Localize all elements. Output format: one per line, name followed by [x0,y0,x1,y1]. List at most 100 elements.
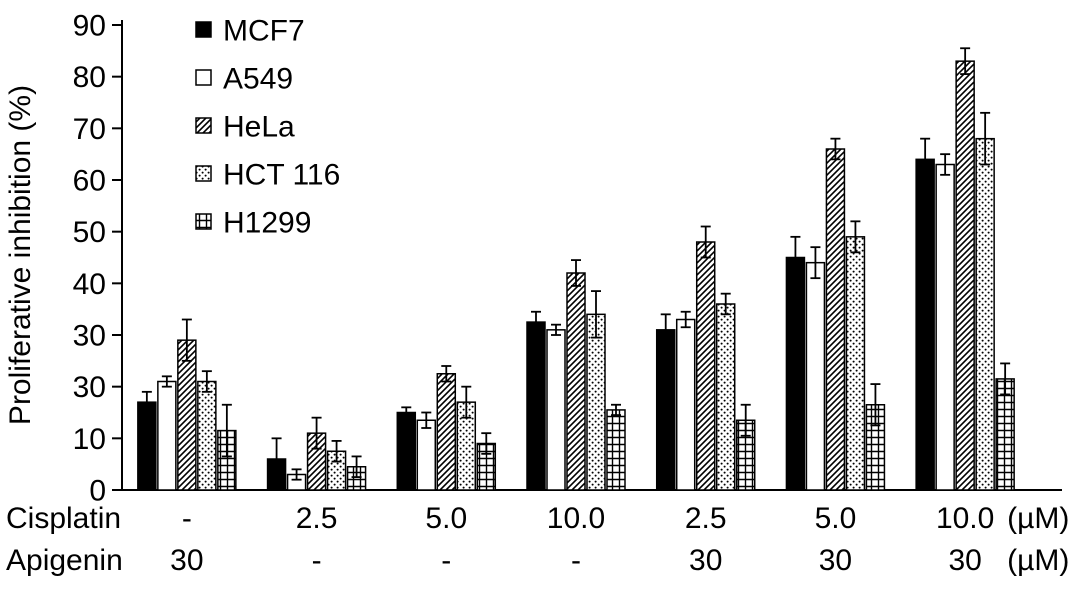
bar [995,378,1015,491]
y-tick-label: 30 [73,371,106,404]
bar [157,380,177,491]
bar [137,401,157,491]
bar [546,329,566,491]
bar [955,60,975,491]
error-bar [790,235,801,280]
y-tick-label: 90 [73,10,106,43]
bar [655,329,676,491]
x-row-value: 5.0 [425,502,467,535]
bars-series-a549 [157,153,955,491]
y-tick-label: 40 [73,268,106,301]
error-bar [611,403,621,416]
bar [526,321,546,491]
bar [715,303,736,491]
error-bar [401,406,412,419]
y-axis-title: Proliferative inhibition (%) [4,85,37,425]
bar [675,318,696,491]
y-tick-label: 80 [73,61,106,94]
bar [436,373,457,491]
error-bar [421,411,432,429]
legend-label: H1299 [223,206,311,239]
error-bar [850,220,861,254]
bar [416,419,437,491]
bar [606,409,626,491]
error-bar [920,137,931,181]
legend-label: HCT 116 [223,158,340,191]
error-bar [960,47,971,75]
bar [805,261,826,491]
y-tick-label: 0 [89,475,106,508]
x-row-value: 10.0 [936,502,994,535]
y-tick-label: 30 [73,320,106,353]
x-row-value: 10.0 [547,502,605,535]
error-bar [810,246,821,280]
bar [825,148,846,491]
legend-label: MCF7 [223,14,305,47]
bar [566,272,586,491]
error-bar [830,137,841,161]
error-bar [331,440,342,463]
legend-swatch [195,213,212,230]
error-bar [311,416,322,450]
error-bar [291,468,302,481]
x-row-value: 30 [170,544,203,577]
bar [197,380,217,491]
y-tick-label: 50 [73,216,106,249]
x-row-label: Cisplatin [6,502,121,535]
svg-text:Proliferative inhibition (%): Proliferative inhibition (%) [4,85,37,425]
x-row-value: - [571,544,581,577]
error-bar [740,403,751,437]
error-bar [271,437,282,481]
legend-swatch [195,165,212,182]
error-bar [700,225,711,259]
error-bar [141,390,152,414]
bar [785,256,806,491]
error-bar [940,153,951,176]
bars-series-hela [177,47,975,491]
legend-swatch [195,69,212,86]
bar [935,163,955,491]
bar [975,137,995,491]
error-bar [980,111,991,166]
error-bar [441,365,452,383]
legend-swatch [195,117,212,134]
legend-swatch [195,21,212,38]
bar [177,339,197,491]
error-bar [870,383,881,427]
error-bar [720,292,731,316]
y-tick-label: 70 [73,113,106,146]
x-axis-row-cisplatin: Cisplatin - 2.5 5.0 10.0 2.5 5.0 10.0 (µM) [6,502,1069,535]
error-bar [481,432,492,455]
y-tick-label: 60 [73,165,106,198]
bar [586,313,606,491]
x-row-unit: (µM) [1007,502,1069,535]
x-row-value: - [182,502,192,535]
legend-label: HeLa [223,110,295,143]
error-bar [571,259,581,287]
y-tick-label: 10 [73,423,106,456]
legend-label: A549 [223,62,293,95]
error-bar [660,313,671,347]
bar [396,411,417,491]
x-axis-row-apigenin: Apigenin 30 - - - 30 30 30 (µM) [6,544,1069,577]
bar [845,236,866,491]
error-bar [181,318,192,362]
y-axis-ticks: 90 80 70 60 50 40 30 30 10 0 [73,10,122,508]
x-row-value: 30 [948,544,981,577]
error-bar [351,455,362,478]
bar [695,241,716,491]
x-row-value: 5.0 [815,502,857,535]
x-row-value: 2.5 [296,502,338,535]
error-bar [1000,362,1011,396]
legend: MCF7 A549 HeLa HCT 116 H1299 [195,14,340,239]
error-bar [531,310,541,334]
x-row-value: - [441,544,451,577]
error-bar [161,375,172,388]
x-row-unit: (µM) [1007,544,1069,577]
bars-series-mcf7 [137,137,935,491]
x-row-value: 30 [819,544,852,577]
x-row-value: 30 [689,544,722,577]
error-bar [551,323,561,336]
